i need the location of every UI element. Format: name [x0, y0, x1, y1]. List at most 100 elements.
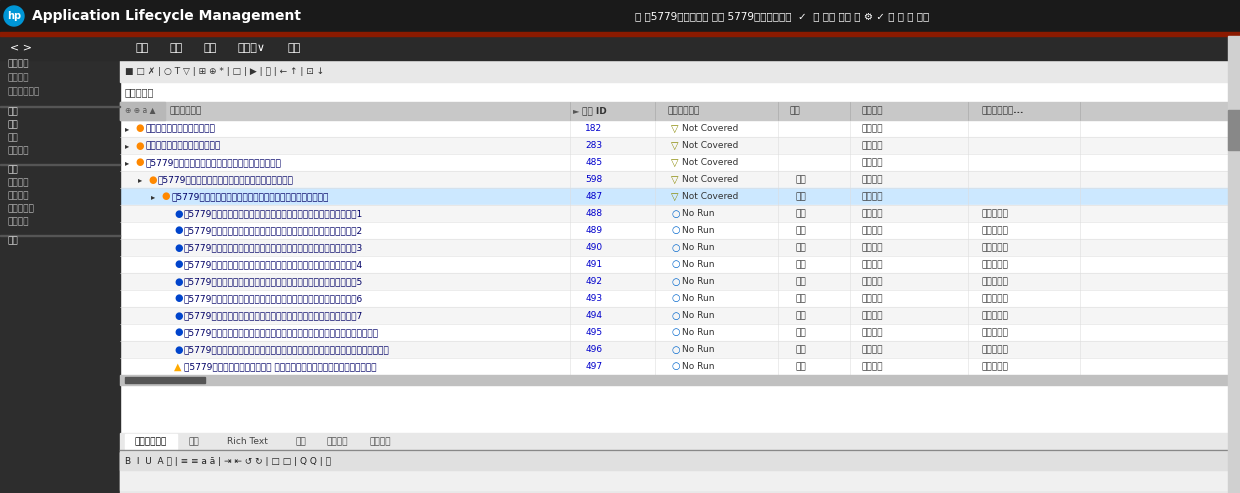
- Text: 正常异常例: 正常异常例: [982, 209, 1009, 218]
- Text: ▽: ▽: [671, 191, 678, 202]
- Text: ■ □ ✗ | ○ T ▽ | ⊞ ⊕ * | □ | ▶ | ⌕ | ← ↑ | ⊡ ↓: ■ □ ✗ | ○ T ▽ | ⊞ ⊕ * | □ | ▶ | ⌕ | ← ↑ …: [125, 67, 324, 75]
- Bar: [0, 32, 1240, 36]
- Text: 通用报文接口需求及测试需求: 通用报文接口需求及测试需求: [145, 124, 215, 133]
- Bar: [120, 290, 1228, 307]
- Text: 雷5779报文控制与状态隗格式，信息元型据描述功能验证测试，正常边界下界: 雷5779报文控制与状态隗格式，信息元型据描述功能验证测试，正常边界下界: [184, 328, 379, 337]
- Text: No Run: No Run: [682, 243, 714, 252]
- Text: ▸: ▸: [125, 124, 129, 133]
- Bar: [120, 222, 1228, 239]
- Text: ▽: ▽: [671, 141, 678, 150]
- Bar: [120, 239, 1228, 256]
- Text: ○: ○: [671, 345, 680, 354]
- Text: 优先: 优先: [790, 106, 801, 115]
- Bar: [120, 452, 1240, 490]
- Text: 雷5779报文控制与状态隗格式，信息元型据描述功能验证测试，信息元型据异常倒: 雷5779报文控制与状态隗格式，信息元型据描述功能验证测试，信息元型据异常倒: [184, 345, 389, 354]
- Text: 495: 495: [585, 328, 603, 337]
- Text: 测试: 测试: [7, 166, 19, 175]
- Text: ●: ●: [174, 259, 182, 270]
- Text: 功能测试: 功能测试: [862, 294, 883, 303]
- Text: 异常异常例: 异常异常例: [982, 328, 1009, 337]
- Bar: [1228, 36, 1240, 493]
- Text: 488: 488: [585, 209, 603, 218]
- Bar: [0, 235, 120, 236]
- Text: 182: 182: [585, 124, 603, 133]
- Text: ●: ●: [174, 277, 182, 286]
- Text: Not Covered: Not Covered: [682, 192, 738, 201]
- Bar: [120, 452, 1240, 470]
- Text: 雷5779报文控制与状态隗格式，信息元型据描述功能验证测试，典型4: 雷5779报文控制与状态隗格式，信息元型据描述功能验证测试，典型4: [184, 260, 363, 269]
- Text: No Run: No Run: [682, 345, 714, 354]
- Text: 测试资源: 测试资源: [7, 178, 30, 187]
- Text: 正常异常例: 正常异常例: [982, 294, 1009, 303]
- Text: Not Covered: Not Covered: [682, 124, 738, 133]
- Text: 功能测试: 功能测试: [862, 243, 883, 252]
- Text: ○: ○: [671, 243, 680, 252]
- Text: 对应: 对应: [796, 226, 807, 235]
- Text: 测试运行: 测试运行: [7, 217, 30, 226]
- Bar: [120, 60, 1228, 82]
- Text: ○: ○: [671, 311, 680, 320]
- Text: 业务模型: 业务模型: [7, 146, 30, 155]
- Text: ▸: ▸: [125, 141, 129, 150]
- Text: 功能测试: 功能测试: [862, 158, 883, 167]
- Text: 功能测试: 功能测试: [862, 192, 883, 201]
- Text: 功能测试: 功能测试: [862, 362, 883, 371]
- Text: 雷5779报文控制与状态隗格式，信息元型据描述功能验证测试，典型3: 雷5779报文控制与状态隗格式，信息元型据描述功能验证测试，典型3: [184, 243, 363, 252]
- Text: 视图: 视图: [203, 43, 216, 53]
- Text: 通用报文交分界需求及测试需求: 通用报文交分界需求及测试需求: [145, 141, 221, 150]
- Text: ●: ●: [174, 293, 182, 304]
- Text: 雷5779报文控制与状态隗格式，信息元型据描述功能验证测试，典型1: 雷5779报文控制与状态隗格式，信息元型据描述功能验证测试，典型1: [184, 209, 363, 218]
- Text: ●: ●: [174, 311, 182, 320]
- Text: No Run: No Run: [682, 311, 714, 320]
- Text: 雷5779报文控制与状态隗格式， 信息元型据描述功能验证测试，外边界判断: 雷5779报文控制与状态隗格式， 信息元型据描述功能验证测试，外边界判断: [184, 362, 377, 371]
- Text: 雷5779报文控制与状态隗格式，信息元型据描述需求: 雷5779报文控制与状态隗格式，信息元型据描述需求: [157, 175, 294, 184]
- Circle shape: [4, 6, 24, 26]
- Text: 控制面板: 控制面板: [7, 60, 30, 69]
- Bar: [120, 120, 1228, 137]
- Text: 测试方法: 测试方法: [370, 437, 391, 447]
- Text: 边界测试: 边界测试: [862, 141, 883, 150]
- Text: B  I  U  A 小 | ≡ ≡ a ā | ⇥ ⇤ ↺ ↻ | □ □ | Q Q | 图: B I U A 小 | ≡ ≡ a ā | ⇥ ⇤ ↺ ↻ | □ □ | Q …: [125, 457, 331, 465]
- Text: No Run: No Run: [682, 226, 714, 235]
- Text: ○: ○: [671, 277, 680, 286]
- Text: ●: ●: [174, 327, 182, 338]
- Text: Rich Text: Rich Text: [227, 437, 268, 447]
- Text: 493: 493: [585, 294, 603, 303]
- Text: 测试覆盖状态: 测试覆盖状态: [668, 106, 701, 115]
- Text: ○: ○: [671, 327, 680, 338]
- Bar: [0, 0, 1240, 32]
- Text: 雷5779报文控制与状态隗格式，信息元型据描述功能验证测试，典型5: 雷5779报文控制与状态隗格式，信息元型据描述功能验证测试，典型5: [184, 277, 363, 286]
- Bar: [120, 433, 1240, 493]
- Text: 对应: 对应: [796, 260, 807, 269]
- Text: ●: ●: [174, 209, 182, 218]
- Text: ⊕ ⊕ a ▲: ⊕ ⊕ a ▲: [125, 106, 155, 115]
- Bar: [0, 164, 120, 165]
- Text: 598: 598: [585, 175, 603, 184]
- Text: 496: 496: [585, 345, 603, 354]
- Text: 测试计划: 测试计划: [7, 191, 30, 201]
- Text: 注释: 注释: [188, 437, 200, 447]
- Bar: [120, 60, 1240, 433]
- Text: 附件: 附件: [295, 437, 306, 447]
- Text: 需求: 需求: [135, 43, 149, 53]
- Text: 雷5779报文控制与状态链路报文接口需求及测试需求: 雷5779报文控制与状态链路报文接口需求及测试需求: [145, 158, 281, 167]
- Text: ►: ►: [573, 106, 579, 115]
- Text: 需求: 需求: [7, 120, 19, 130]
- Text: ▸: ▸: [125, 158, 129, 167]
- Text: Not Covered: Not Covered: [682, 141, 738, 150]
- Bar: [0, 106, 120, 107]
- Bar: [120, 256, 1228, 273]
- Text: No Run: No Run: [682, 328, 714, 337]
- Text: 对应: 对应: [796, 192, 807, 201]
- Text: 未定义模块: 未定义模块: [125, 87, 154, 97]
- Bar: [120, 102, 1228, 120]
- Text: Not Covered: Not Covered: [682, 175, 738, 184]
- Text: 分析视图: 分析视图: [7, 73, 30, 82]
- Bar: [125, 377, 205, 383]
- Text: 功能测试: 功能测试: [862, 209, 883, 218]
- Text: ○: ○: [671, 209, 680, 218]
- Text: 490: 490: [585, 243, 603, 252]
- Text: 491: 491: [585, 260, 603, 269]
- Text: No Run: No Run: [682, 294, 714, 303]
- Text: 测试类型: 测试类型: [862, 106, 883, 115]
